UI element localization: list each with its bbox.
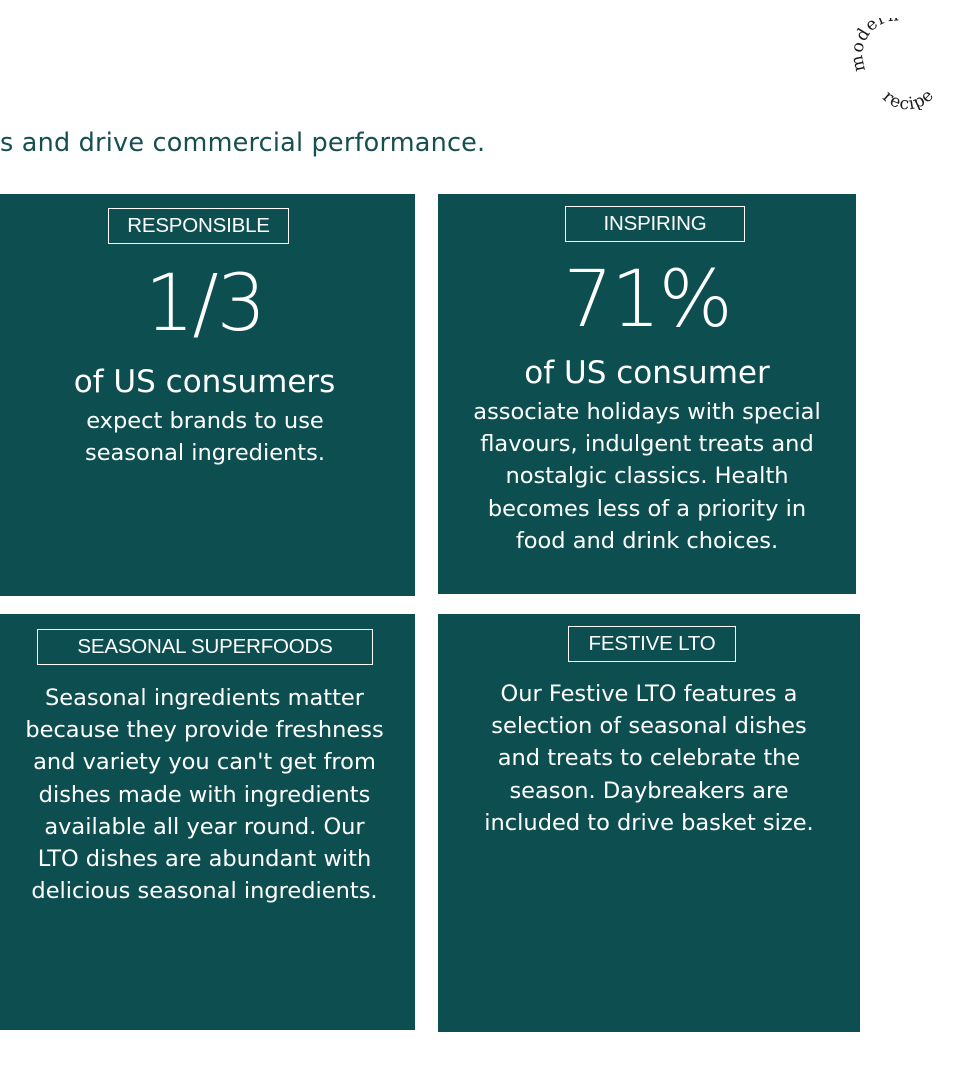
- card-inspiring: INSPIRING 71% of US consumer associate h…: [438, 194, 856, 594]
- card-festive-lto-body: Our Festive LTO features a selection of …: [484, 681, 814, 836]
- tag-seasonal-superfoods: SEASONAL SUPERFOODS: [37, 629, 373, 665]
- svg-text:modern: modern: [852, 18, 900, 73]
- card-responsible-body: expect brands to use seasonal ingredient…: [84, 408, 326, 467]
- tag-responsible: RESPONSIBLE: [108, 208, 289, 244]
- logo-word-recipe: recipe: [878, 85, 937, 110]
- tag-inspiring: INSPIRING: [565, 206, 745, 242]
- tag-festive-lto: FESTIVE LTO: [568, 626, 736, 662]
- subject-us-consumer: of US consumer: [524, 355, 770, 391]
- card-inspiring-body: associate holidays with special flavours…: [473, 399, 821, 554]
- modern-recipe-logo: modern recipe: [852, 18, 938, 110]
- headline: s and drive commercial performance.: [0, 128, 486, 158]
- card-festive-lto: FESTIVE LTO Our Festive LTO features a s…: [438, 614, 860, 1032]
- card-seasonal-superfoods-body: Seasonal ingredients matter because they…: [25, 685, 384, 905]
- subject-us-consumers: of US consumers: [73, 364, 336, 400]
- card-responsible: RESPONSIBLE 1/3 of US consumers expect b…: [0, 194, 415, 596]
- stat-one-third: 1/3: [144, 259, 267, 349]
- stat-71-percent: 71%: [563, 255, 732, 345]
- logo-word-modern: modern: [852, 18, 899, 73]
- card-seasonal-superfoods: SEASONAL SUPERFOODS Seasonal ingredients…: [0, 614, 415, 1030]
- svg-text:recipe: recipe: [878, 85, 938, 110]
